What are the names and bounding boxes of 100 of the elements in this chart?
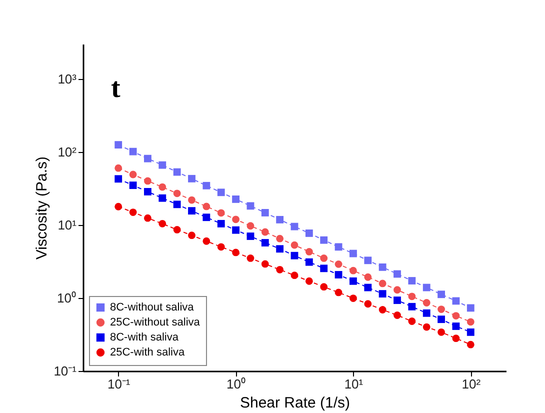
y-tick-label: 10² [58,144,78,160]
point [217,209,225,217]
point [438,290,445,298]
point [408,302,416,310]
point [114,164,122,172]
point [232,195,240,203]
x-tick-label: 10² [462,376,482,392]
point [364,256,372,264]
point [144,154,152,162]
point [261,208,269,216]
point [217,243,225,251]
point [129,208,137,216]
point [173,200,181,208]
point [320,254,328,262]
point [217,188,225,196]
point [158,220,166,228]
point [350,250,357,258]
point [334,243,342,251]
point [232,226,240,234]
point [246,202,254,210]
y-tick-label: 10⁰ [57,290,76,306]
point [129,170,137,178]
point [290,272,298,280]
point [158,183,166,191]
x-tick-label: 10⁰ [226,376,246,392]
point [144,177,152,185]
point [276,245,284,253]
legend-label: 8C-without saliva [110,302,195,314]
point [466,304,474,312]
point [144,188,152,196]
point [173,226,181,234]
point [422,299,430,306]
point [466,340,474,348]
point [422,309,430,317]
point [334,260,342,268]
point [290,252,298,260]
point [246,222,254,230]
point [334,288,342,296]
point [290,241,298,249]
point [276,234,284,242]
point [173,168,181,176]
point [422,323,430,331]
point [394,286,401,294]
point [188,174,196,182]
point [452,322,460,330]
point [334,271,342,278]
point [305,248,313,256]
point [408,277,416,284]
point [114,202,122,210]
point [452,312,460,320]
point [364,284,372,292]
point [246,254,254,262]
point [350,266,357,274]
point [217,220,225,228]
point [188,207,196,215]
point [188,196,196,204]
y-tick-label: 10³ [58,71,78,86]
point [232,248,240,256]
point [364,300,372,308]
point [466,328,474,336]
point [158,194,166,202]
annotation: t [111,73,121,104]
point [452,334,460,342]
point [276,216,284,224]
point [394,270,401,278]
point [466,318,474,326]
point [276,266,284,274]
point [320,264,328,272]
point [114,141,122,149]
point [246,232,254,240]
point [305,230,313,237]
y-tick-label: 10⁻¹ [54,364,78,378]
point [438,328,445,336]
point [378,306,386,314]
point [320,236,328,244]
point [202,237,210,245]
point [261,239,269,246]
point [173,190,181,198]
point [438,306,445,313]
point [129,182,137,189]
point [394,296,401,304]
x-tick-label: 10¹ [344,376,364,392]
x-tick-label: 10⁻¹ [107,376,131,392]
point [452,297,460,305]
point [261,260,269,268]
point [290,222,298,230]
point [320,283,328,291]
point [378,263,386,271]
point [232,216,240,224]
x-axis-title: Shear Rate (1/s) [240,394,350,412]
point [378,290,386,298]
legend-label: 25C-with saliva [110,346,186,358]
y-axis-title: Viscosity (Pa.s) [34,156,51,260]
point [261,228,269,236]
point [158,161,166,169]
point [144,214,152,222]
point [422,284,430,292]
legend-label: 8C-with saliva [110,332,180,344]
point [202,214,210,222]
point [364,273,372,281]
